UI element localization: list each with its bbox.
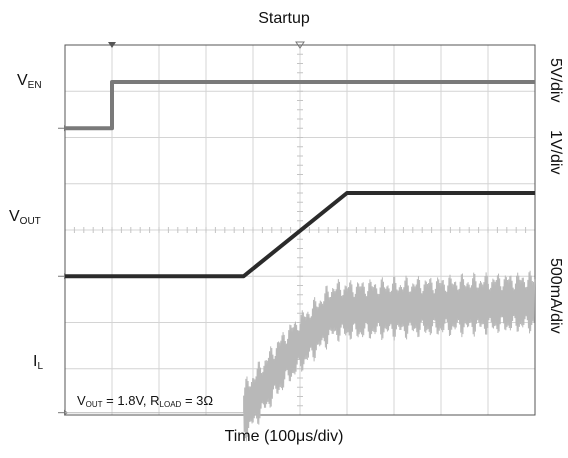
series-il-trace [65, 270, 536, 442]
scale-label-vout: 1V/div [547, 130, 564, 175]
series-label-ven: VEN [17, 72, 42, 91]
plot-frame [64, 44, 536, 416]
trigger-marker [108, 42, 116, 48]
scale-label-ven: 5V/div [547, 58, 564, 103]
center-marker [295, 41, 305, 49]
annotation-text: VOUT = 1.8V, RLOAD = 3Ω [77, 393, 214, 409]
series-ven-trace [65, 80, 535, 131]
chart-title: Startup [258, 10, 310, 27]
series-vout-trace [65, 191, 535, 279]
series-label-il: IL [33, 353, 44, 372]
x-axis-label: Time (100μs/div) [224, 428, 344, 445]
series-label-vout: VOUT [9, 208, 41, 227]
scale-label-il: 500mA/div [547, 258, 564, 334]
